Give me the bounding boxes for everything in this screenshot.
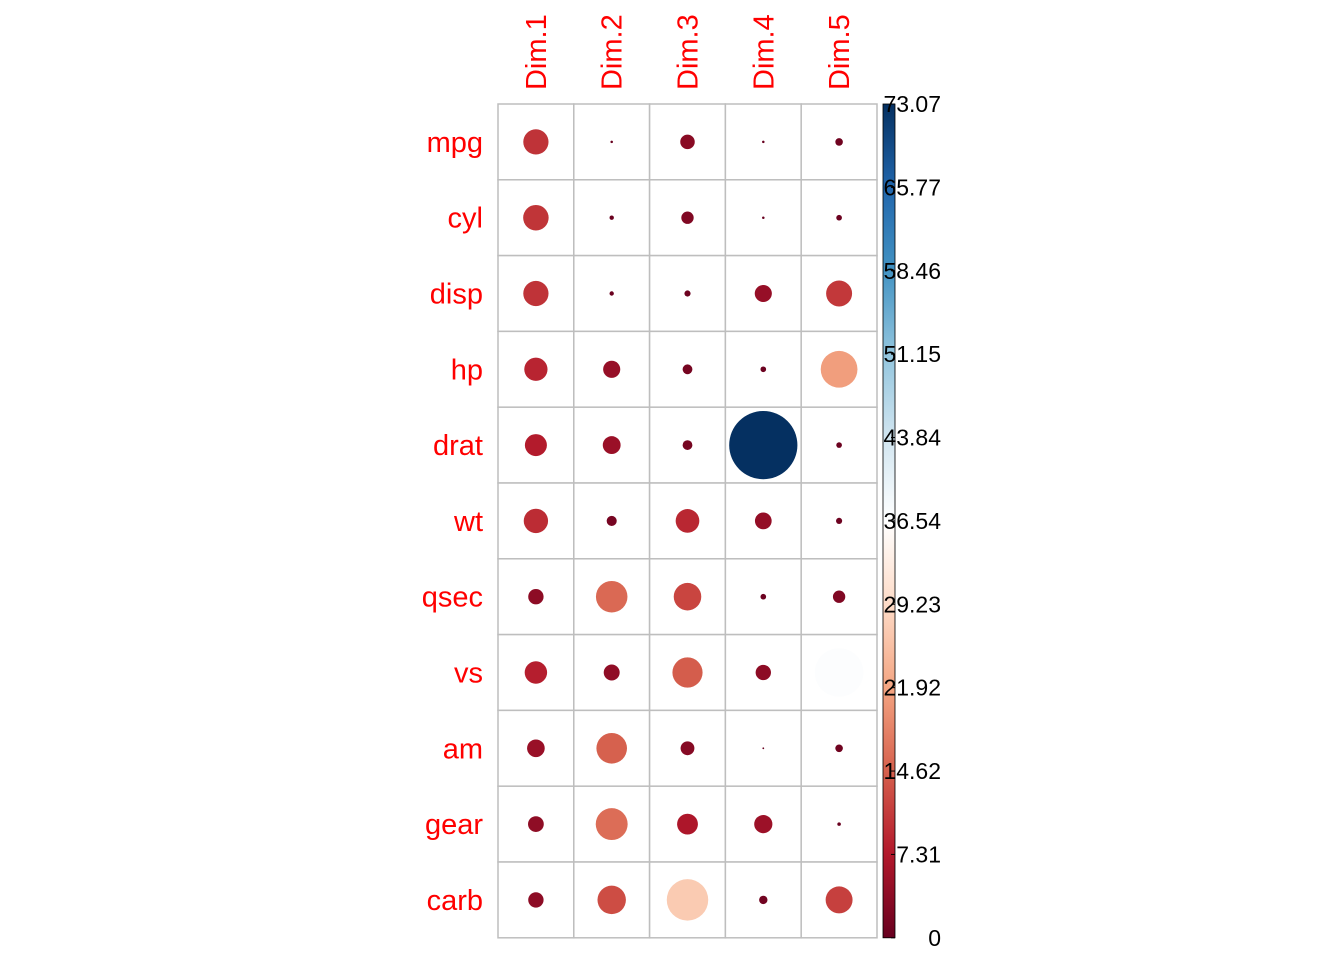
circle-carb-Dim.3	[666, 879, 709, 921]
column-label: Dim.2	[597, 14, 629, 90]
circle-drat-Dim.1	[524, 434, 547, 457]
circle-qsec-Dim.1	[528, 589, 544, 605]
circles	[523, 129, 864, 921]
circle-gear-Dim.1	[528, 816, 544, 832]
row-label: qsec	[422, 582, 483, 614]
colorbar-tick-label: 7.31	[896, 841, 941, 867]
colorbar-tick-label: 51.15	[883, 341, 941, 367]
circle-gear-Dim.5	[837, 822, 841, 826]
circle-vs-Dim.2	[603, 664, 620, 681]
circle-mpg-Dim.4	[762, 140, 765, 144]
column-labels: Dim.1 Dim.2 Dim.3 Dim.4 Dim.5	[521, 14, 856, 90]
circle-cyl-Dim.5	[836, 214, 842, 221]
circle-cyl-Dim.4	[762, 216, 765, 219]
circle-vs-Dim.1	[524, 661, 548, 684]
row-label: drat	[433, 430, 483, 462]
grid-cell	[573, 406, 651, 484]
circle-hp-Dim.4	[760, 366, 767, 373]
row-label: hp	[451, 354, 483, 386]
row-label: disp	[430, 279, 483, 311]
column-label: Dim.1	[521, 14, 553, 90]
circle-am-Dim.3	[680, 741, 695, 756]
circle-wt-Dim.2	[606, 515, 617, 526]
colorbar-tick-label: 21.92	[883, 675, 941, 701]
circle-carb-Dim.2	[597, 885, 626, 915]
circle-hp-Dim.1	[524, 357, 548, 381]
colorbar-tick-label: 0	[928, 925, 941, 951]
circle-cyl-Dim.2	[609, 215, 614, 220]
circle-disp-Dim.3	[684, 290, 691, 297]
circle-carb-Dim.4	[759, 895, 768, 905]
row-label: gear	[425, 809, 483, 841]
circle-mpg-Dim.5	[835, 138, 843, 146]
circle-qsec-Dim.4	[760, 593, 767, 600]
circle-qsec-Dim.5	[832, 590, 846, 603]
colorbar-tick-label: 65.77	[883, 174, 941, 200]
colorbar-tick-label: 43.84	[883, 425, 941, 451]
circle-am-Dim.5	[835, 744, 843, 753]
circle-carb-Dim.5	[825, 886, 853, 914]
grid	[497, 103, 878, 939]
circle-wt-Dim.3	[675, 509, 700, 533]
circle-vs-Dim.5	[814, 648, 864, 697]
column-label: Dim.3	[673, 14, 705, 90]
circle-mpg-Dim.2	[610, 140, 613, 144]
row-label: wt	[453, 506, 483, 538]
circle-wt-Dim.4	[754, 512, 772, 530]
circle-hp-Dim.5	[820, 350, 858, 388]
row-label: am	[443, 733, 483, 765]
circle-disp-Dim.4	[754, 284, 772, 303]
colorbar-tick-label: 73.07	[883, 91, 941, 117]
circle-qsec-Dim.3	[673, 582, 702, 611]
circle-qsec-Dim.2	[595, 580, 628, 613]
circle-am-Dim.2	[596, 733, 627, 764]
circle-hp-Dim.3	[682, 364, 693, 375]
circle-gear-Dim.2	[595, 808, 628, 841]
circle-wt-Dim.1	[523, 508, 549, 534]
grid-cell	[648, 179, 727, 257]
column-label: Dim.5	[824, 14, 856, 90]
circle-gear-Dim.3	[677, 813, 698, 835]
colorbar-tick-label: 29.23	[883, 591, 941, 617]
circle-mpg-Dim.3	[680, 134, 695, 150]
colorbar: 73.07 65.77 58.46 51.15 43.84 36.54 29.23 21.92…	[882, 91, 941, 951]
colorbar-tick-label: 58.46	[883, 258, 941, 284]
row-labels: mpg cyl disp hp drat wt qsec vs am gear carb	[422, 127, 484, 917]
grid-cell	[724, 254, 802, 333]
circle-am-Dim.1	[527, 739, 545, 758]
circle-drat-Dim.2	[602, 436, 621, 455]
circle-disp-Dim.2	[609, 291, 614, 296]
circle-cyl-Dim.1	[523, 204, 549, 231]
grid-cell	[724, 633, 802, 712]
colorbar-tick-label: 14.62	[883, 758, 941, 784]
circle-hp-Dim.2	[603, 360, 621, 378]
circle-carb-Dim.1	[528, 892, 544, 908]
circle-vs-Dim.3	[672, 657, 703, 688]
colorbar-tick-label: 36.54	[883, 508, 941, 534]
circle-am-Dim.4	[762, 747, 765, 750]
circle-drat-Dim.3	[682, 440, 693, 450]
circle-mpg-Dim.1	[523, 129, 549, 155]
row-label: mpg	[427, 127, 483, 159]
column-label: Dim.4	[748, 14, 780, 90]
circle-drat-Dim.5	[836, 442, 842, 448]
circle-gear-Dim.4	[754, 815, 773, 834]
row-label: cyl	[448, 203, 483, 235]
circle-drat-Dim.4	[729, 410, 798, 480]
circle-disp-Dim.5	[826, 280, 853, 307]
circle-wt-Dim.5	[836, 517, 843, 524]
circle-cyl-Dim.3	[681, 211, 694, 224]
row-label: vs	[454, 658, 483, 690]
circle-vs-Dim.4	[755, 664, 771, 681]
row-label: carb	[427, 885, 483, 917]
circle-disp-Dim.1	[523, 280, 549, 307]
